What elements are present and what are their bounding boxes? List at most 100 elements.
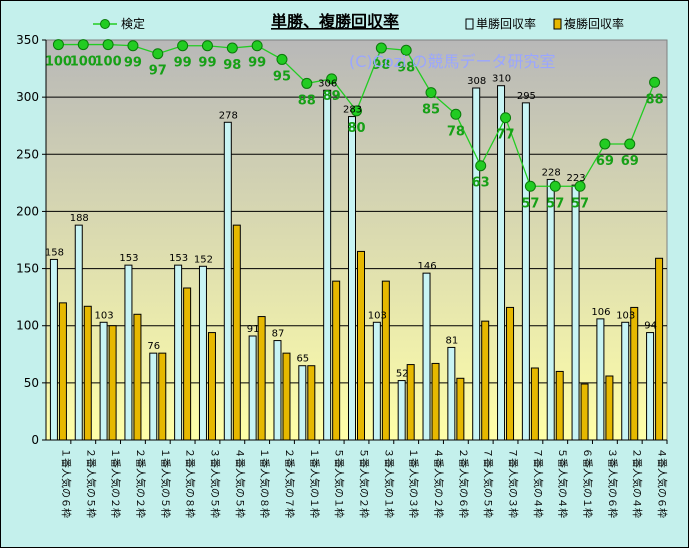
line-kentei-point <box>400 44 412 56</box>
bar-fukusho <box>530 367 539 441</box>
bar-fukusho <box>506 306 515 441</box>
x-category-label: ７番人気の４枠 <box>531 448 544 518</box>
x-category-label: １番人気の２枠 <box>109 448 122 518</box>
bar-tansho-label: 158 <box>45 247 64 258</box>
bar-tansho-label: 103 <box>616 310 635 321</box>
bar-tansho <box>621 321 630 441</box>
line-kentei-label: 77 <box>496 128 514 143</box>
x-category-label: １番人気の５枠 <box>159 448 172 518</box>
bar-tansho <box>397 380 406 441</box>
line-kentei-point <box>251 40 263 52</box>
line-layer <box>52 39 661 192</box>
x-category-label: ２番人気の８枠 <box>184 448 197 518</box>
line-kentei-label: 57 <box>521 196 539 211</box>
bar-tansho-label: 106 <box>591 307 610 318</box>
line-kentei-point <box>351 105 362 117</box>
bar-fukusho <box>232 224 241 441</box>
bar-tansho-label: 306 <box>318 78 337 89</box>
bar-fukusho <box>580 383 589 441</box>
bar-tansho <box>248 335 257 441</box>
line-kentei-point <box>450 108 462 120</box>
y-tick-label: 350 <box>16 33 39 47</box>
bar-tansho-label: 76 <box>147 341 160 352</box>
bar-fukusho <box>381 280 390 441</box>
line-kentei-label: 98 <box>372 58 390 73</box>
bar-tansho-label: 153 <box>169 253 188 264</box>
y-tick-label: 250 <box>16 147 39 161</box>
line-kentei-label: 57 <box>571 196 589 211</box>
x-category-label: ４番人気の２枠 <box>432 448 445 518</box>
line-kentei-label: 80 <box>347 121 365 136</box>
bar-tansho-label: 52 <box>396 369 409 380</box>
bar-tansho-label: 65 <box>296 354 309 365</box>
bar-tansho <box>571 184 580 441</box>
bar-fukusho <box>158 352 167 441</box>
y-tick-label: 200 <box>16 204 39 218</box>
line-kentei-point <box>549 180 561 192</box>
bar-fukusho <box>108 325 117 441</box>
x-category-label: ２番人気の４枠 <box>631 448 644 518</box>
axis-layer: 0 50 100 150 200 250 300 350 １番人気の６枠 ２番人気の５枠 １番人気の… <box>16 33 668 518</box>
bar-fukusho <box>207 332 216 441</box>
bar-fukusho <box>332 280 341 441</box>
line-kentei-point <box>301 77 313 89</box>
bar-fukusho <box>357 250 365 441</box>
bar-tansho <box>646 332 655 441</box>
bar-fukusho <box>282 352 291 441</box>
bar-tansho-label: 228 <box>542 167 561 178</box>
bar-fukusho <box>605 375 614 441</box>
line-kentei-point <box>425 87 437 99</box>
bar-tansho <box>174 264 183 441</box>
line-kentei-label: 99 <box>198 56 216 71</box>
line-kentei-point <box>524 180 536 192</box>
line-kentei-label: 89 <box>323 89 341 104</box>
line-kentei-point <box>649 76 661 88</box>
line-kentei-point <box>177 40 189 52</box>
bar-tansho <box>422 272 431 441</box>
x-category-label: ５番人気の２枠 <box>358 448 371 518</box>
chart-title: 単勝、複勝回収率 <box>271 12 399 31</box>
line-kentei-point <box>500 112 512 124</box>
line-kentei-point <box>599 138 611 150</box>
line-kentei-label: 88 <box>298 93 316 108</box>
line-kentei-label: 98 <box>397 60 415 75</box>
y-tick-label: 150 <box>16 262 39 276</box>
bar-fukusho <box>307 365 316 441</box>
line-kentei-label: 88 <box>646 92 664 107</box>
legend-line-marker <box>100 19 110 29</box>
line-kentei-label: 98 <box>223 58 241 73</box>
line-kentei-label: 95 <box>273 69 291 84</box>
line-kentei-label: 69 <box>596 154 614 169</box>
line-kentei-label: 78 <box>447 124 465 139</box>
bar-tansho-label: 153 <box>119 253 138 264</box>
y-tick-label: 50 <box>24 376 39 390</box>
bars-layer <box>49 85 664 441</box>
legend: 検定 単勝回収率 複勝回収率 <box>93 16 624 31</box>
bar-fukusho <box>456 377 465 441</box>
chart-watermark: (C)Cozi の競馬データ研究室 <box>349 52 556 71</box>
bar-tansho <box>273 340 282 441</box>
bar-tansho-label: 223 <box>567 173 586 184</box>
line-kentei-label: 100 <box>70 55 97 70</box>
bar-tansho-label: 295 <box>517 91 536 102</box>
line-kentei-point <box>127 40 139 52</box>
bar-tansho-label: 283 <box>343 105 362 116</box>
bar-tansho <box>198 265 207 441</box>
x-category-label: ７番人気の５枠 <box>482 448 495 518</box>
x-category-label: ３番人気の１枠 <box>382 448 395 518</box>
line-kentei-label: 63 <box>472 176 490 191</box>
bar-tansho <box>124 264 133 441</box>
x-category-label: １番人気の３枠 <box>407 448 420 518</box>
bar-tansho-label: 87 <box>272 329 285 340</box>
bar-tansho <box>546 178 555 441</box>
x-category-label: ２番人気の６枠 <box>457 448 470 518</box>
bar-fukusho <box>183 287 192 441</box>
bar-tansho <box>372 321 381 441</box>
bar-fukusho <box>58 302 67 441</box>
bar-tansho <box>149 352 158 441</box>
bar-tansho <box>99 321 108 441</box>
line-kentei-point <box>52 39 64 51</box>
x-category-label: ３番人気の６枠 <box>606 448 619 518</box>
bar-tansho-label: 103 <box>368 310 387 321</box>
